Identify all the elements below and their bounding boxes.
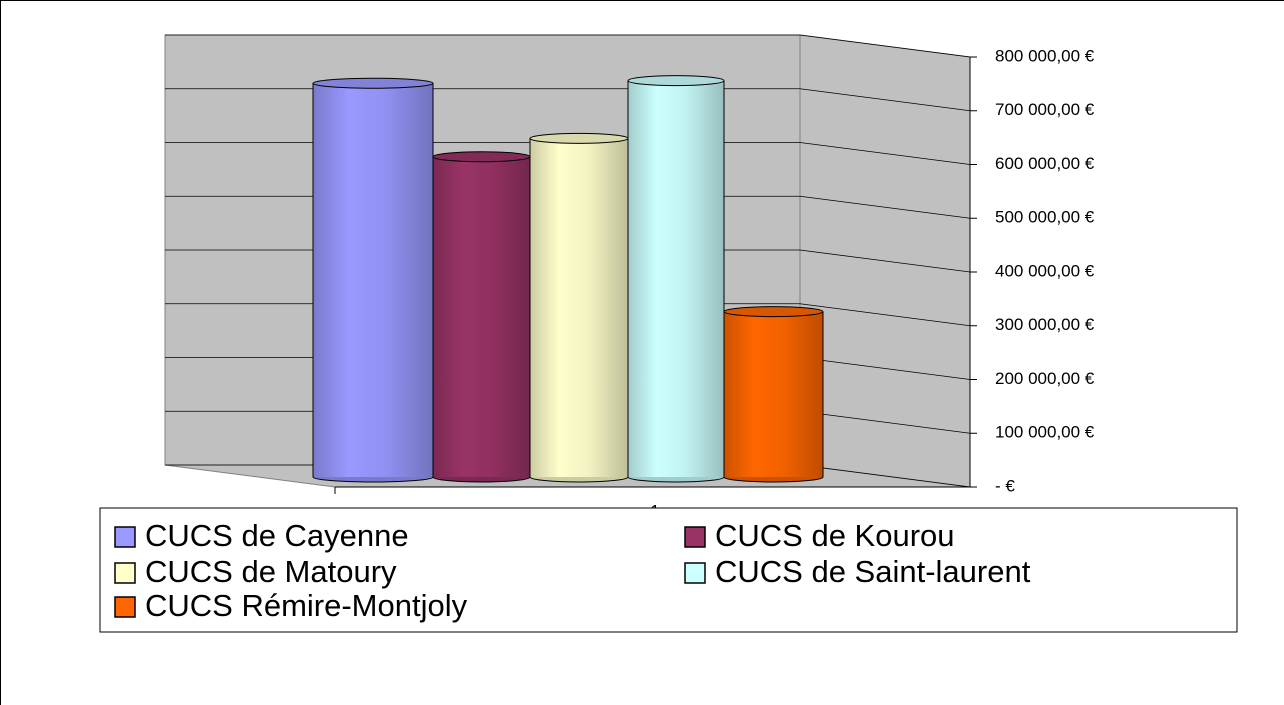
legend bbox=[99, 507, 1238, 633]
grid-line bbox=[799, 195, 971, 219]
grid-line bbox=[799, 142, 971, 165]
legend-swatch bbox=[114, 562, 136, 584]
legend-swatch bbox=[114, 526, 136, 548]
grid-line bbox=[799, 303, 971, 327]
bar-top bbox=[627, 75, 725, 87]
legend-label: CUCS Rémire-Montjoly bbox=[145, 588, 468, 623]
bar bbox=[724, 311, 823, 477]
y-tick-label: 300 000,00 € bbox=[995, 315, 1095, 334]
y-tick-label: 700 000,00 € bbox=[995, 100, 1095, 119]
bar bbox=[433, 156, 530, 477]
bar-top bbox=[432, 151, 531, 163]
bar bbox=[628, 80, 724, 477]
y-tick-label: 100 000,00 € bbox=[995, 423, 1095, 442]
y-tick-label: 400 000,00 € bbox=[995, 261, 1095, 280]
legend-label: CUCS de Saint-laurent bbox=[715, 554, 1031, 589]
legend-label: CUCS de Matoury bbox=[145, 554, 397, 589]
grid-line bbox=[799, 357, 971, 380]
legend-swatch bbox=[114, 596, 136, 618]
legend-swatch bbox=[684, 562, 706, 584]
bar-top bbox=[312, 77, 434, 89]
bar-top bbox=[529, 132, 629, 144]
bar-top bbox=[723, 306, 824, 318]
bar bbox=[530, 138, 628, 477]
bar bbox=[313, 83, 433, 477]
grid-line bbox=[799, 34, 971, 58]
y-tick-label: 600 000,00 € bbox=[995, 154, 1095, 173]
y-tick-label: 800 000,00 € bbox=[995, 46, 1095, 65]
legend-swatch bbox=[684, 526, 706, 548]
y-tick-label: 200 000,00 € bbox=[995, 369, 1095, 388]
legend-label: CUCS de Cayenne bbox=[145, 518, 409, 553]
y-tick-label: 500 000,00 € bbox=[995, 208, 1095, 227]
grid-line bbox=[799, 410, 971, 434]
grid-line bbox=[799, 464, 971, 488]
grid-line bbox=[799, 88, 971, 112]
y-tick-label: - € bbox=[995, 476, 1015, 495]
grid-line bbox=[799, 249, 971, 273]
legend-label: CUCS de Kourou bbox=[715, 518, 955, 553]
